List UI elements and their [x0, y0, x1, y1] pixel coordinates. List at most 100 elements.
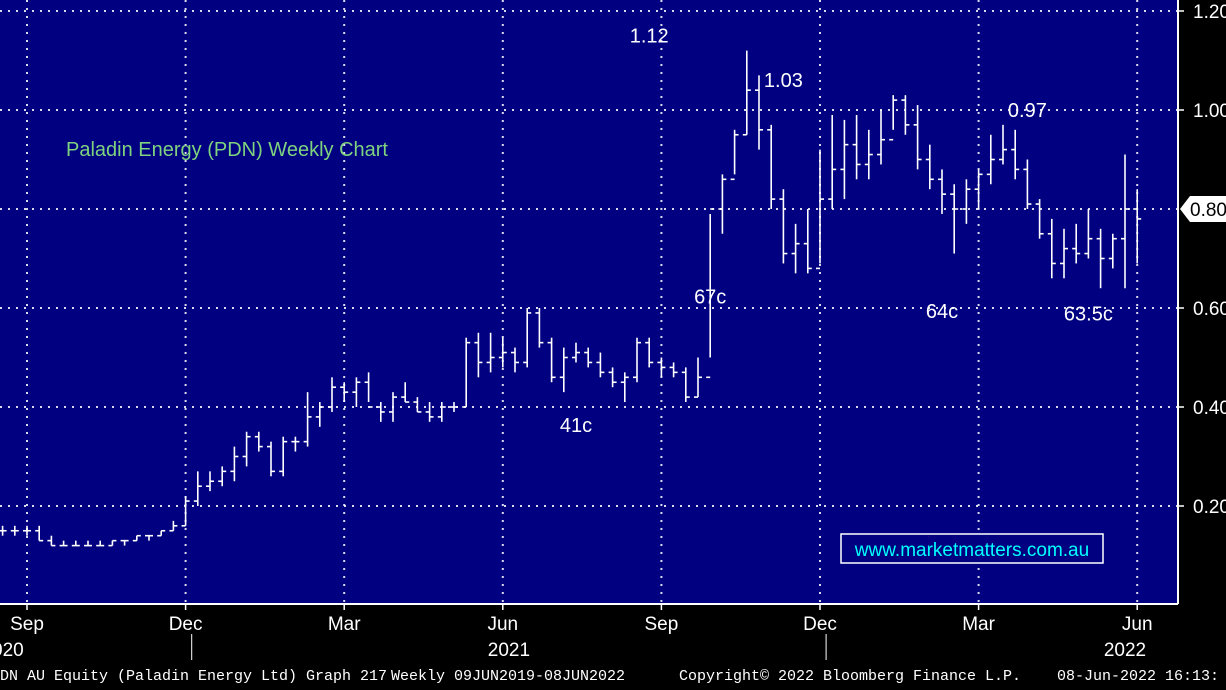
ohlc-bar	[828, 114, 837, 209]
ohlc-bar	[608, 367, 617, 388]
watermark: www.marketmatters.com.au	[840, 533, 1104, 564]
ohlc-bar	[950, 184, 959, 254]
ohlc-bar	[547, 337, 556, 383]
ohlc-bar	[535, 308, 544, 348]
ohlc-bar	[742, 50, 751, 136]
x-tick-label: Mar	[328, 614, 361, 635]
ohlc-bar	[1011, 129, 1020, 180]
ohlc-bar	[108, 539, 117, 547]
year-label: 2021	[488, 640, 530, 661]
y-tick-label: 0.40	[1193, 398, 1226, 419]
ohlc-bar	[657, 357, 666, 378]
ohlc-bar	[1035, 199, 1044, 239]
ohlc-bar	[559, 347, 568, 393]
ohlc-bar	[925, 144, 934, 190]
ohlc-bar	[523, 308, 532, 368]
footer-timestamp: 08-Jun-2022 16:13:	[1057, 668, 1220, 685]
last-price-marker: 0.80	[1180, 196, 1226, 222]
ohlc-bar	[913, 105, 922, 170]
ohlc-bar	[181, 496, 190, 527]
ohlc-bar	[596, 352, 605, 378]
ohlc-bar	[511, 347, 519, 373]
price-annotation: 64c	[926, 301, 958, 323]
ohlc-bar	[620, 372, 629, 403]
watermark-text: www.marketmatters.com.au	[854, 540, 1089, 561]
chart-labels: Paladin Energy (PDN) Weekly Chart 1.12 1.0…	[66, 26, 1113, 564]
ohlc-bar	[633, 337, 641, 383]
ohlc-bar	[767, 124, 776, 209]
axes: 1.20 1.00 0.60 0.40 0.20 0.80 Sep Dec Mar Jun Sep D…	[0, 0, 1226, 661]
ohlc-bar	[694, 357, 702, 398]
ohlc-bar	[779, 189, 788, 264]
ohlc-bar	[10, 525, 19, 536]
ohlc-bar	[889, 95, 898, 141]
ohlc-bar	[413, 397, 422, 413]
ohlc-bar	[986, 134, 995, 185]
ohlc-bar	[157, 529, 166, 537]
ohlc-bar	[401, 382, 410, 403]
y-tick-label: 1.00	[1193, 101, 1226, 122]
ohlc-bar	[498, 337, 507, 368]
x-tick-label: Jun	[487, 614, 518, 635]
ohlc-bar	[328, 377, 336, 412]
x-tick-label: Jun	[1122, 614, 1153, 635]
ohlc-bar	[645, 337, 654, 368]
ohlc-bar	[376, 402, 385, 422]
price-annotation: 1.03	[764, 70, 803, 92]
ohlc-bar	[791, 223, 800, 274]
price-annotation: 63.5c	[1064, 304, 1113, 326]
ohlc-bar	[681, 367, 690, 403]
y-tick-label: 0.60	[1193, 299, 1226, 320]
ohlc-bar	[1108, 233, 1117, 269]
ohlc-bar	[59, 540, 68, 547]
ohlc-bar	[291, 436, 300, 452]
ohlc-bar	[1084, 209, 1093, 259]
ohlc-bar	[864, 129, 873, 180]
price-bars	[0, 50, 1142, 547]
ohlc-bar	[474, 332, 483, 378]
ohlc-bar	[450, 402, 458, 412]
ohlc-bar	[120, 539, 129, 546]
ohlc-bar	[901, 95, 910, 135]
ohlc-bar	[816, 149, 824, 270]
ohlc-bar	[584, 347, 593, 368]
ohlc-bar	[303, 392, 312, 447]
ohlc-bar	[267, 441, 275, 477]
axis-background	[1178, 0, 1226, 664]
ohlc-bar	[437, 402, 446, 422]
y-tick-label: 0.20	[1193, 497, 1226, 518]
watermark-box	[840, 533, 1104, 564]
ohlc-bar	[1121, 154, 1129, 289]
chart-title: Paladin Energy (PDN) Weekly Chart	[66, 139, 388, 161]
ohlc-bar	[169, 520, 178, 532]
ohlc-bar	[218, 466, 227, 487]
footer-copyright: Copyright© 2022 Bloomberg Finance L.P.	[679, 668, 1022, 685]
ohlc-bar	[84, 540, 92, 547]
chart-svg: Paladin Energy (PDN) Weekly Chart 1.12 1.0…	[0, 0, 1226, 664]
ohlc-bar	[669, 362, 678, 378]
price-annotation: 67c	[694, 286, 726, 308]
ohlc-bar	[242, 431, 251, 467]
x-tick-label: Sep	[10, 614, 44, 635]
ohlc-bar	[999, 124, 1007, 165]
ohlc-bar	[730, 129, 739, 181]
price-annotation: 0.97	[1008, 100, 1047, 122]
plot-background	[0, 0, 1178, 604]
ohlc-bar	[755, 75, 763, 150]
ohlc-bar	[206, 471, 214, 492]
ohlc-bar	[23, 525, 31, 536]
ohlc-bar	[47, 535, 56, 547]
ohlc-bar	[486, 332, 495, 373]
ohlc-bar	[706, 208, 715, 379]
ohlc-bar	[71, 540, 80, 547]
ohlc-bar	[803, 209, 812, 274]
ohlc-bar	[279, 436, 288, 477]
xaxis-background	[0, 604, 1226, 664]
ohlc-bar	[230, 446, 239, 482]
ohlc-bar	[364, 372, 373, 408]
ohlc-bar	[425, 402, 434, 422]
x-tick-label: Mar	[962, 614, 995, 635]
ohlc-bar	[852, 114, 861, 180]
